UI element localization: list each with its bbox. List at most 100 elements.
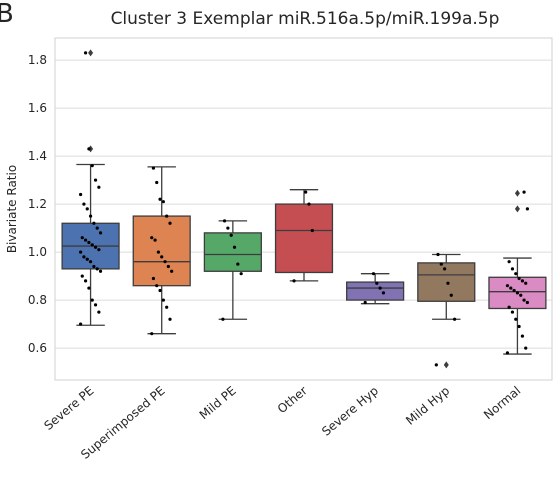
point <box>93 245 98 249</box>
point <box>158 197 162 201</box>
point <box>166 264 170 269</box>
point <box>165 214 169 218</box>
point <box>446 281 450 285</box>
point <box>93 303 98 307</box>
point <box>232 245 237 249</box>
point <box>79 250 83 254</box>
point <box>95 226 99 230</box>
point <box>449 293 453 297</box>
point <box>82 202 86 206</box>
x-tick-label: Mild PE <box>197 384 239 423</box>
point <box>443 267 447 271</box>
box <box>417 262 476 302</box>
point <box>88 214 93 218</box>
box <box>346 281 405 301</box>
point <box>505 284 510 288</box>
point <box>155 180 159 185</box>
point <box>90 164 94 168</box>
y-tick-label: 1.6 <box>28 101 47 115</box>
point <box>524 346 528 350</box>
point <box>85 207 89 211</box>
point <box>155 284 159 288</box>
point <box>520 279 525 283</box>
point <box>150 236 154 240</box>
point <box>83 51 88 55</box>
outlier <box>88 145 94 153</box>
point <box>87 147 91 151</box>
outlier <box>514 189 520 197</box>
point <box>381 291 386 295</box>
point <box>239 272 243 276</box>
point <box>519 293 523 297</box>
point <box>522 190 526 194</box>
point <box>507 260 511 264</box>
point <box>163 260 167 264</box>
point <box>97 310 101 314</box>
point <box>97 185 101 189</box>
point <box>90 298 94 302</box>
point <box>153 238 157 242</box>
box <box>203 232 262 272</box>
point <box>80 274 84 278</box>
point <box>514 272 518 276</box>
point <box>85 257 89 261</box>
point <box>510 267 515 271</box>
point <box>160 255 164 259</box>
point <box>151 166 156 170</box>
point <box>156 250 160 254</box>
point <box>95 267 99 271</box>
point <box>161 200 165 204</box>
point <box>310 228 314 233</box>
point <box>88 260 93 264</box>
point <box>80 236 84 240</box>
x-tick-label: Other <box>275 384 310 417</box>
point <box>83 279 88 283</box>
point <box>515 291 520 295</box>
outlier <box>88 49 94 57</box>
point <box>98 231 103 235</box>
point <box>151 276 156 281</box>
point <box>436 252 440 257</box>
point <box>168 221 172 225</box>
point <box>505 351 510 355</box>
y-tick-label: 1.8 <box>28 53 47 67</box>
point <box>514 317 518 321</box>
point <box>517 276 521 281</box>
point <box>97 248 101 252</box>
point <box>378 286 382 290</box>
point <box>92 221 96 225</box>
point <box>79 192 83 197</box>
point <box>363 300 367 305</box>
y-tick-label: 1.2 <box>28 197 47 211</box>
y-tick-label: 1.0 <box>28 245 47 259</box>
chart-title: Cluster 3 Exemplar miR.516a.5p/miR.199a.… <box>111 9 500 29</box>
point <box>90 243 94 247</box>
point <box>434 363 438 367</box>
point <box>509 286 513 290</box>
y-tick-label: 0.8 <box>28 293 47 307</box>
point <box>161 298 165 302</box>
point <box>79 322 83 326</box>
x-tick-label: Mild Hyp <box>403 384 452 428</box>
y-tick-label: 0.6 <box>28 341 47 355</box>
point <box>150 332 154 336</box>
point <box>168 317 172 321</box>
point <box>222 219 227 223</box>
point <box>520 334 525 338</box>
point <box>170 269 174 273</box>
point <box>236 262 240 266</box>
point <box>517 324 521 329</box>
plot-area <box>54 37 553 381</box>
point <box>522 298 526 302</box>
point <box>93 178 98 182</box>
box <box>274 203 334 274</box>
point <box>507 305 511 309</box>
point <box>371 272 376 276</box>
point <box>165 305 169 309</box>
x-tick-label: Severe PE <box>41 384 96 433</box>
point <box>82 255 86 259</box>
point <box>307 202 311 206</box>
outlier <box>514 205 520 213</box>
point <box>452 317 457 321</box>
point <box>229 233 233 237</box>
